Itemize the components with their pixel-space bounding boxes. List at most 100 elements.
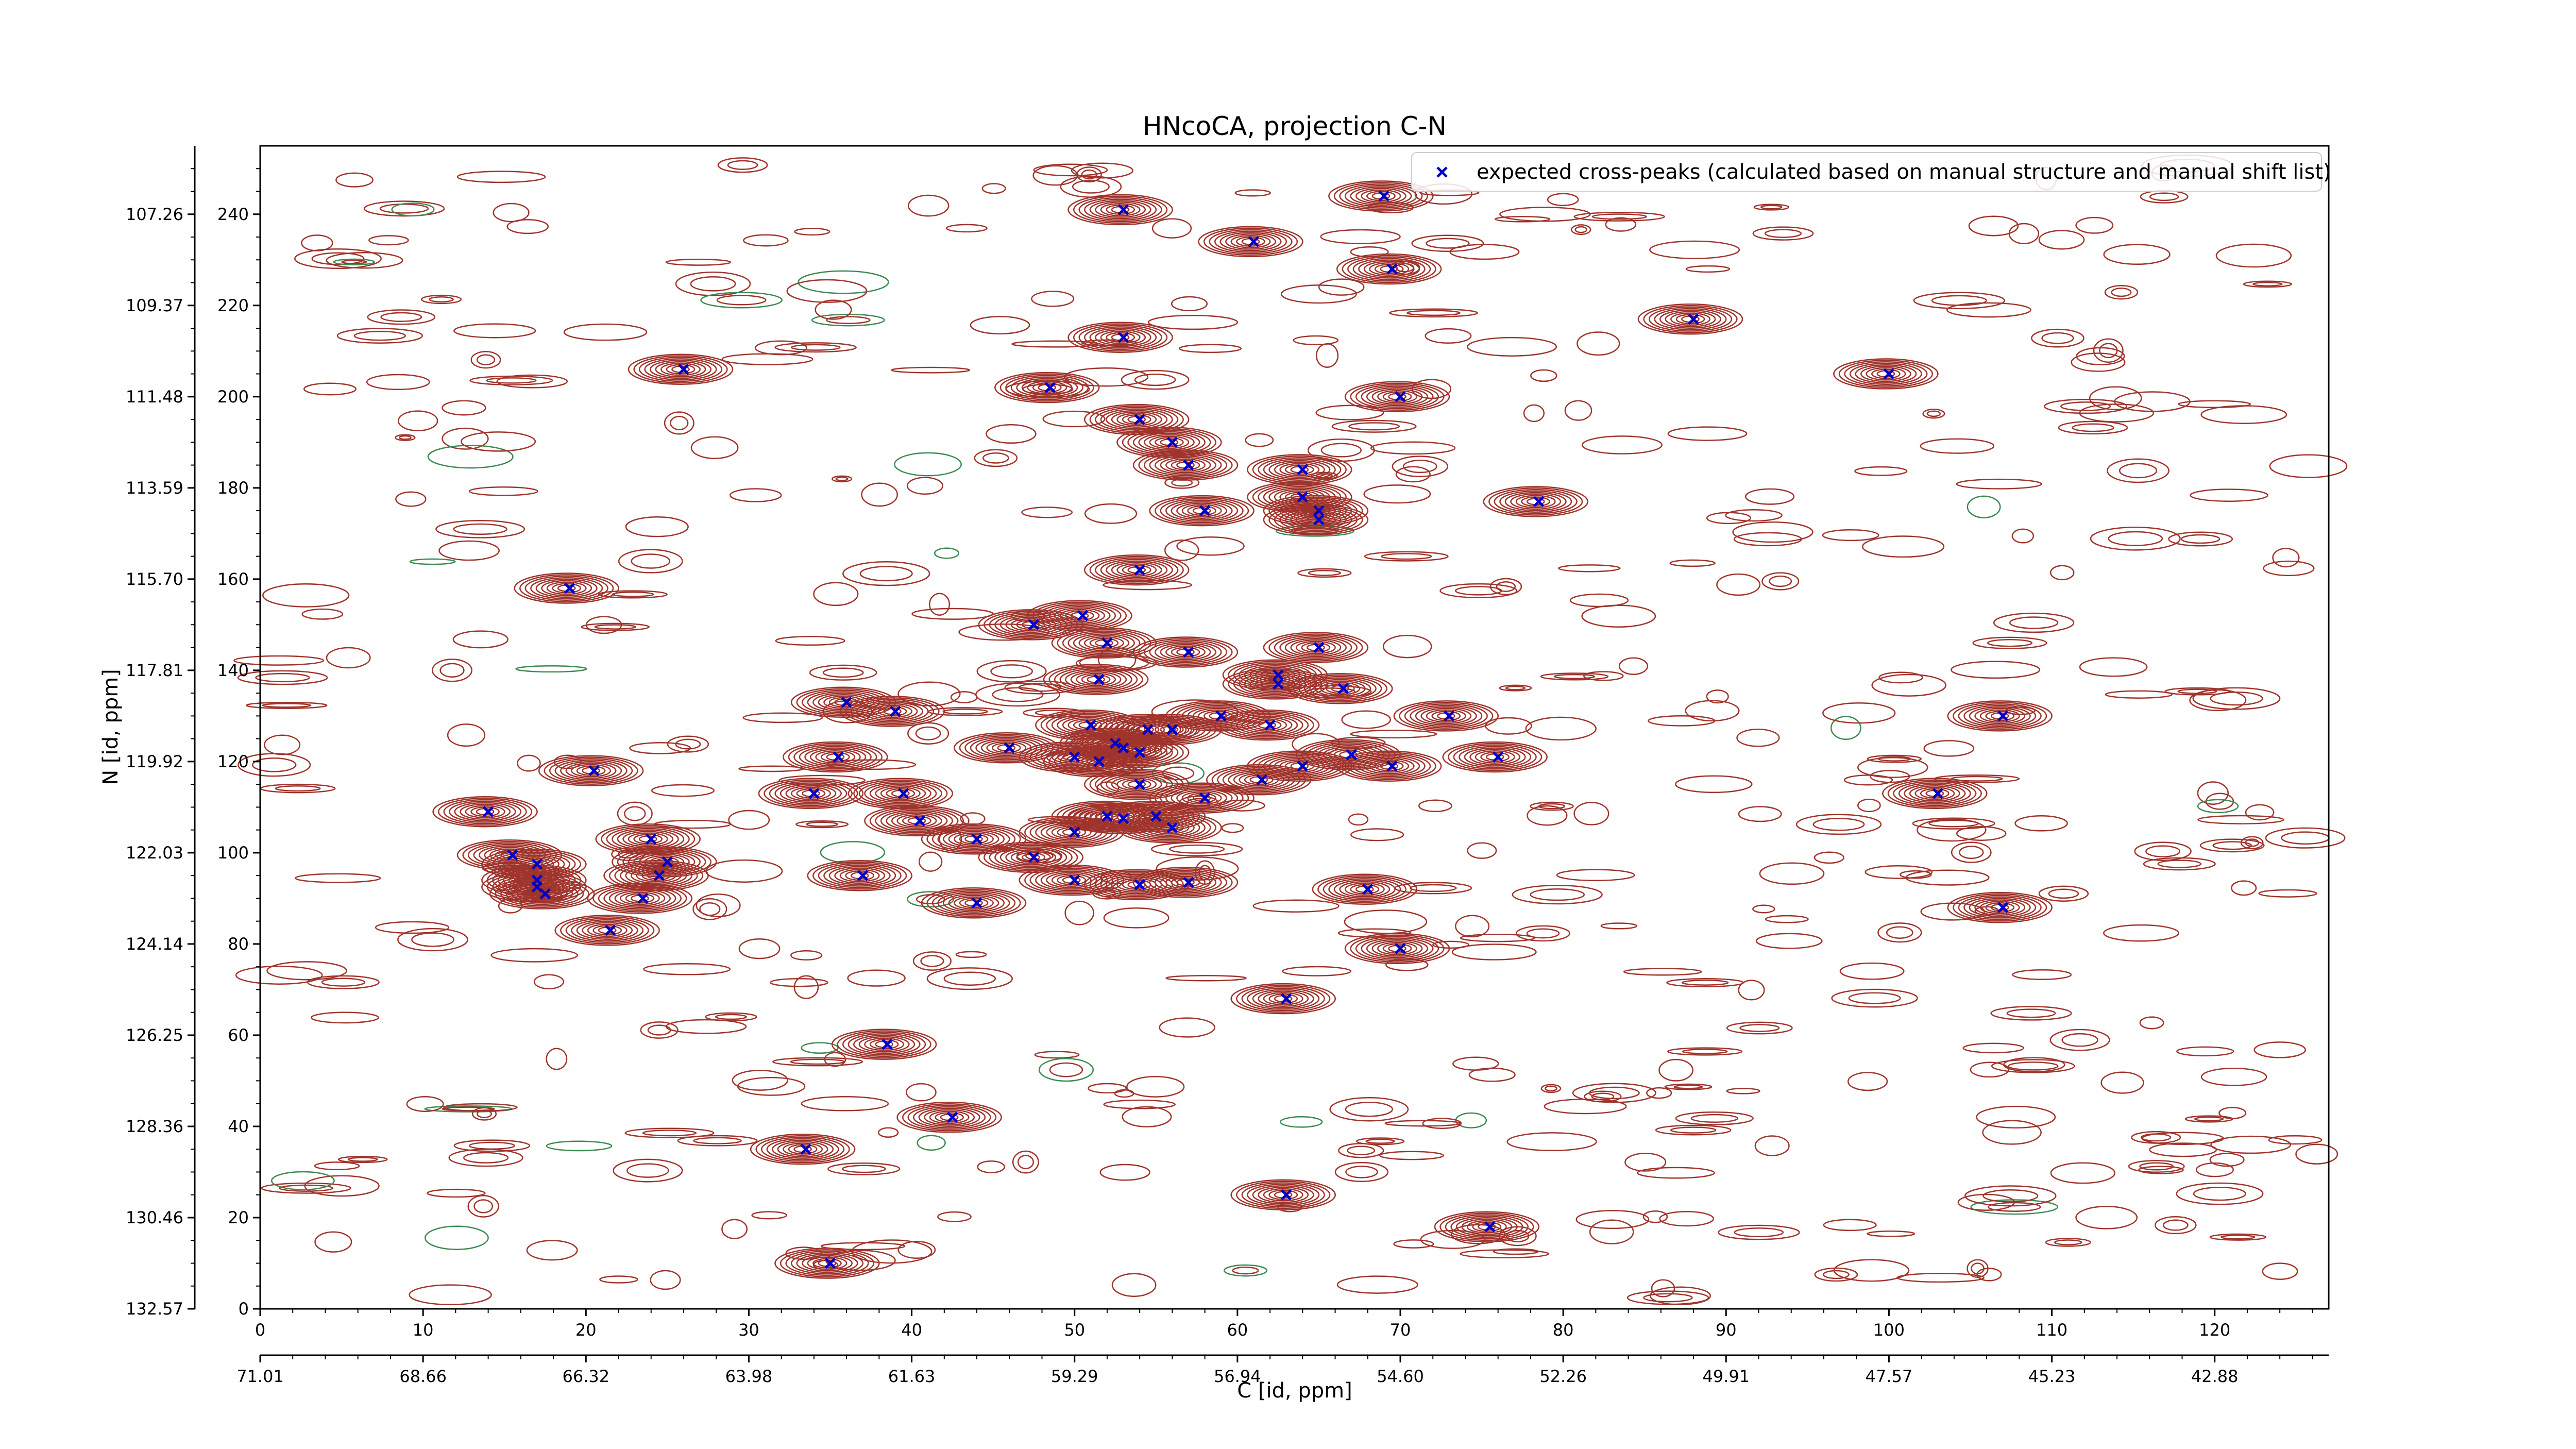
cross-peak-marker bbox=[653, 870, 665, 881]
noise-contour bbox=[420, 294, 462, 305]
noise-contour bbox=[1544, 1098, 1627, 1115]
x-tick-label: 120 bbox=[2199, 1320, 2230, 1340]
noise-contour bbox=[1402, 460, 1437, 474]
noise-contour bbox=[794, 228, 831, 236]
noise-contour bbox=[235, 966, 323, 985]
peak-contour bbox=[628, 353, 734, 385]
cross-peak-marker bbox=[1273, 678, 1284, 690]
noise-contour bbox=[1946, 302, 2031, 318]
peak-contour bbox=[921, 887, 1027, 919]
noise-contour bbox=[1649, 240, 1740, 259]
noise-contour bbox=[1103, 907, 1170, 929]
noise-contour bbox=[432, 659, 472, 682]
cross-peak-marker bbox=[1085, 719, 1097, 731]
noise-contour bbox=[1624, 1153, 1667, 1172]
noise-contour bbox=[1814, 851, 1844, 864]
marker-layer bbox=[482, 190, 2009, 1269]
cross-peak-marker bbox=[507, 849, 518, 861]
plot-background bbox=[260, 146, 2329, 1309]
noise-contour bbox=[1081, 169, 1097, 180]
noise-contour bbox=[397, 928, 468, 952]
noise-contour bbox=[452, 630, 509, 649]
noise-contour bbox=[2103, 924, 2179, 942]
noise-contour bbox=[705, 1012, 757, 1022]
cross-peak-marker bbox=[1533, 496, 1545, 508]
noise-contour bbox=[326, 251, 403, 269]
noise-contour bbox=[1685, 265, 1731, 273]
noise-contour bbox=[1252, 899, 1340, 913]
cross-peak-marker bbox=[1028, 619, 1040, 631]
peak-contour bbox=[587, 883, 693, 914]
noise-contour bbox=[2114, 391, 2191, 412]
peak-contour bbox=[1149, 782, 1255, 814]
cross-peak-marker bbox=[1044, 382, 1056, 393]
noise-contour bbox=[363, 200, 445, 217]
noise-contour bbox=[664, 411, 694, 435]
noise-contour bbox=[453, 323, 536, 339]
noise-contour bbox=[563, 323, 648, 341]
cross-peak-marker bbox=[539, 888, 551, 900]
noise-contour bbox=[233, 655, 325, 666]
cross-peak-marker bbox=[1199, 505, 1211, 516]
noise-contour bbox=[1099, 1164, 1150, 1181]
noise-contour bbox=[1355, 1137, 1405, 1145]
noise-contour bbox=[476, 354, 496, 365]
cross-peak-marker bbox=[1117, 204, 1129, 215]
noise-contour bbox=[742, 712, 823, 723]
noise-contour bbox=[1847, 1072, 1888, 1091]
noise-contour bbox=[1164, 539, 1199, 561]
peak-contour bbox=[1083, 768, 1190, 800]
x-tick-label: 100 bbox=[1873, 1320, 1905, 1340]
noise-contour bbox=[1571, 224, 1591, 235]
noise-contour bbox=[1913, 292, 2005, 309]
cross-peak-marker bbox=[1297, 464, 1309, 476]
x-axis-label: C [id, ppm] bbox=[1237, 1379, 1352, 1403]
noise-contour bbox=[1583, 671, 1624, 681]
noise-contour bbox=[2038, 230, 2085, 250]
noise-contour bbox=[294, 248, 382, 269]
noise-contour bbox=[1736, 729, 1780, 747]
cross-peak-marker bbox=[857, 870, 869, 881]
peak-contour bbox=[831, 1029, 937, 1060]
cross-peak-marker bbox=[1248, 236, 1260, 247]
noise-contour bbox=[2231, 880, 2257, 896]
noise-contour bbox=[1899, 870, 1932, 879]
noise-contour bbox=[251, 757, 297, 772]
noise-contour bbox=[1223, 1264, 1268, 1277]
cross-peak-marker bbox=[1484, 1221, 1496, 1233]
noise-contour bbox=[1451, 943, 1537, 961]
noise-contour bbox=[2014, 815, 2068, 832]
noise-contour bbox=[1410, 884, 1457, 892]
noise-contour bbox=[2295, 1143, 2338, 1165]
peak-contour bbox=[1116, 812, 1222, 844]
noise-contour bbox=[728, 810, 770, 830]
noise-contour bbox=[1345, 1101, 1393, 1117]
noise-contour bbox=[1857, 798, 1881, 813]
noise-contour bbox=[907, 194, 950, 217]
noise-contour bbox=[2050, 1162, 2115, 1184]
cross-peak-marker bbox=[882, 1038, 893, 1050]
cross-peak-marker bbox=[1134, 879, 1145, 890]
noise-contour bbox=[1667, 1047, 1743, 1056]
noise-contour bbox=[1232, 1266, 1259, 1275]
noise-contour bbox=[974, 449, 1018, 467]
noise-contour bbox=[1667, 426, 1748, 441]
noise-contour bbox=[2107, 458, 2170, 483]
noise-contour bbox=[533, 974, 564, 990]
noise-contour bbox=[2048, 888, 2079, 899]
noise-contour bbox=[693, 1137, 742, 1144]
noise-contour bbox=[1331, 419, 1417, 433]
noise-contour bbox=[467, 1194, 499, 1218]
peak-contour bbox=[595, 823, 701, 855]
noise-contour bbox=[2090, 526, 2181, 551]
noise-contour bbox=[1877, 922, 1922, 943]
noise-contour bbox=[2157, 860, 2202, 868]
noise-contour bbox=[1760, 205, 1783, 210]
cross-peak-marker bbox=[1004, 742, 1015, 754]
noise-contour bbox=[2221, 1235, 2256, 1240]
noise-contour bbox=[471, 1107, 497, 1121]
noise-contour bbox=[942, 709, 988, 715]
noise-contour bbox=[409, 1284, 492, 1306]
noise-contour bbox=[786, 279, 868, 303]
cross-peak-marker bbox=[897, 788, 909, 799]
